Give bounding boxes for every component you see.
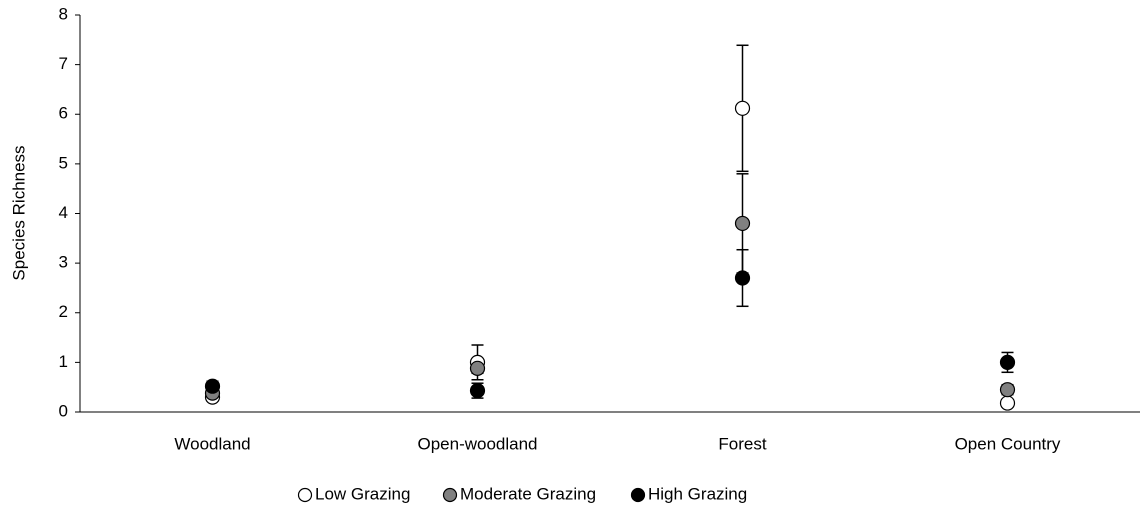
legend-marker	[297, 487, 313, 503]
legend-label: Moderate Grazing	[460, 484, 596, 503]
dot	[469, 383, 486, 399]
y-tick-label: 3	[59, 253, 68, 272]
legend-marker	[442, 487, 458, 503]
x-tick-label: Open Country	[955, 434, 1061, 453]
y-tick-label: 5	[59, 153, 68, 172]
legend-label: High Grazing	[648, 484, 747, 503]
dot	[734, 100, 751, 116]
dot	[469, 360, 486, 376]
dot	[999, 354, 1016, 370]
y-tick-label: 4	[59, 203, 68, 222]
x-tick-label: Woodland	[174, 434, 250, 453]
dot	[734, 215, 751, 232]
y-tick-label: 8	[59, 4, 68, 23]
y-tick-label: 2	[59, 302, 68, 321]
dot	[204, 378, 221, 394]
dot	[734, 270, 751, 286]
dot	[999, 382, 1016, 398]
y-tick-label: 6	[59, 104, 68, 123]
dot	[999, 395, 1016, 411]
x-tick-label: Forest	[718, 434, 766, 453]
y-tick-label: 7	[59, 54, 68, 73]
legend-marker	[630, 487, 646, 503]
y-axis-label: Species Richness	[9, 145, 28, 280]
x-tick-label: Open-woodland	[417, 434, 537, 453]
legend-label: Low Grazing	[315, 484, 410, 503]
y-tick-label: 1	[59, 352, 68, 371]
y-tick-label: 0	[59, 401, 68, 420]
